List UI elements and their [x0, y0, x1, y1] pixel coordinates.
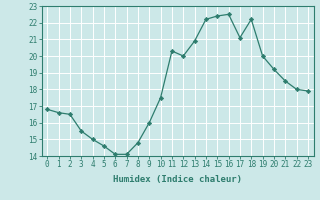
- X-axis label: Humidex (Indice chaleur): Humidex (Indice chaleur): [113, 175, 242, 184]
